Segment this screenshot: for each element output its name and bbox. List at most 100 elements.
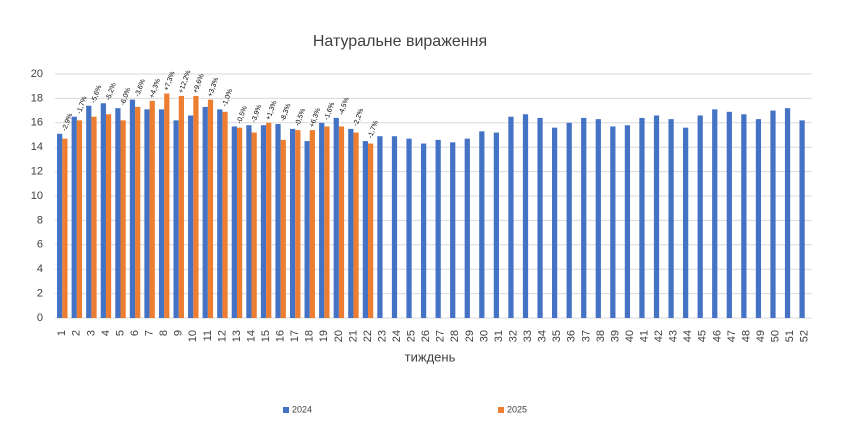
bar <box>115 108 121 318</box>
x-tick-label: 35 <box>551 330 563 342</box>
chart-title: Натуральне вираження <box>313 33 487 50</box>
bar <box>188 115 194 318</box>
bar <box>464 138 470 318</box>
x-tick-label: 22 <box>362 330 374 342</box>
bar <box>280 139 286 318</box>
x-tick-label: 36 <box>566 330 578 342</box>
bar <box>129 99 136 319</box>
x-tick-label: 28 <box>449 330 461 342</box>
bar <box>135 106 141 318</box>
x-tick-label: 21 <box>347 330 359 342</box>
bar <box>57 133 63 318</box>
bar <box>435 139 441 318</box>
x-tick-label: 3 <box>85 330 97 336</box>
bar <box>450 142 456 318</box>
x-tick-label: 23 <box>376 330 388 342</box>
annotation: -5,6% <box>90 84 103 104</box>
y-tick-label: 4 <box>37 263 43 275</box>
bar <box>741 114 747 318</box>
bar <box>668 119 674 318</box>
x-tick-label: 41 <box>638 330 650 342</box>
bar <box>246 125 252 319</box>
x-tick-label: 33 <box>522 330 534 342</box>
bar <box>144 109 150 318</box>
x-tick-label: 12 <box>216 330 228 342</box>
bar <box>217 109 223 318</box>
y-tick-label: 14 <box>31 141 43 153</box>
bar <box>551 127 558 319</box>
x-tick-label: 39 <box>609 330 621 342</box>
bar <box>71 116 77 318</box>
annotation: -3,6% <box>134 78 147 98</box>
annotation: -4,5% <box>338 97 351 117</box>
x-tick-label: 37 <box>580 330 592 342</box>
legend-label: 2025 <box>507 404 527 414</box>
bar <box>164 93 170 319</box>
bar <box>295 130 301 318</box>
x-axis-label: тиждень <box>405 349 456 364</box>
bar <box>222 111 228 318</box>
x-tick-label: 45 <box>697 330 709 342</box>
x-tick-label: 5 <box>114 330 126 336</box>
bar <box>289 128 296 318</box>
x-tick-label: 47 <box>726 330 738 342</box>
bar <box>120 120 126 318</box>
bar <box>105 114 112 318</box>
bar <box>266 122 272 318</box>
annotation: +9,6% <box>192 73 205 94</box>
bar <box>406 138 412 318</box>
y-tick-label: 6 <box>37 239 43 251</box>
x-tick-label: 10 <box>187 330 199 342</box>
x-tick-label: 44 <box>682 330 694 342</box>
x-tick-label: 38 <box>595 330 607 342</box>
x-tick-label: 43 <box>668 330 680 342</box>
bar <box>178 95 184 319</box>
annotation: -8,3% <box>280 103 293 123</box>
bar <box>275 124 281 319</box>
bar <box>493 132 500 318</box>
bar <box>712 109 718 318</box>
bar <box>420 143 427 318</box>
annotation: -3,9% <box>251 104 264 124</box>
bar <box>595 119 601 318</box>
x-tick-label: 19 <box>318 330 330 342</box>
bar <box>784 108 791 318</box>
annotation: -2,2% <box>352 108 365 128</box>
x-tick-label: 42 <box>653 330 665 342</box>
y-tick-label: 12 <box>31 166 43 178</box>
legend-swatch <box>498 407 504 413</box>
annotation: +3,3% <box>207 77 220 98</box>
x-tick-label: 51 <box>784 330 796 342</box>
bar <box>479 131 485 318</box>
x-tick-label: 15 <box>260 330 272 342</box>
x-tick-label: 34 <box>537 330 549 342</box>
x-tick-label: 9 <box>173 330 185 336</box>
bar <box>251 132 257 318</box>
bar <box>158 109 165 318</box>
bar <box>624 125 631 319</box>
bar <box>76 120 83 318</box>
x-tick-label: 52 <box>799 330 811 342</box>
x-tick-label: 48 <box>740 330 752 342</box>
bar <box>236 127 243 319</box>
bar <box>207 99 214 319</box>
bar <box>309 130 316 318</box>
y-tick-label: 16 <box>31 117 43 129</box>
bar <box>639 117 645 318</box>
bar <box>353 132 359 318</box>
bar <box>91 116 97 318</box>
x-tick-label: 24 <box>391 330 403 342</box>
bar <box>581 117 587 318</box>
bar <box>333 117 339 318</box>
bar <box>149 100 155 318</box>
x-tick-label: 32 <box>507 330 519 342</box>
bar <box>324 126 330 319</box>
annotation: -0,5% <box>236 105 249 125</box>
x-tick-label: 18 <box>304 330 316 342</box>
y-tick-label: 2 <box>37 288 43 300</box>
x-tick-label: 7 <box>144 330 156 336</box>
bar <box>522 114 529 318</box>
x-tick-label: 1 <box>56 330 68 336</box>
bar <box>508 116 514 318</box>
bar <box>367 143 374 318</box>
